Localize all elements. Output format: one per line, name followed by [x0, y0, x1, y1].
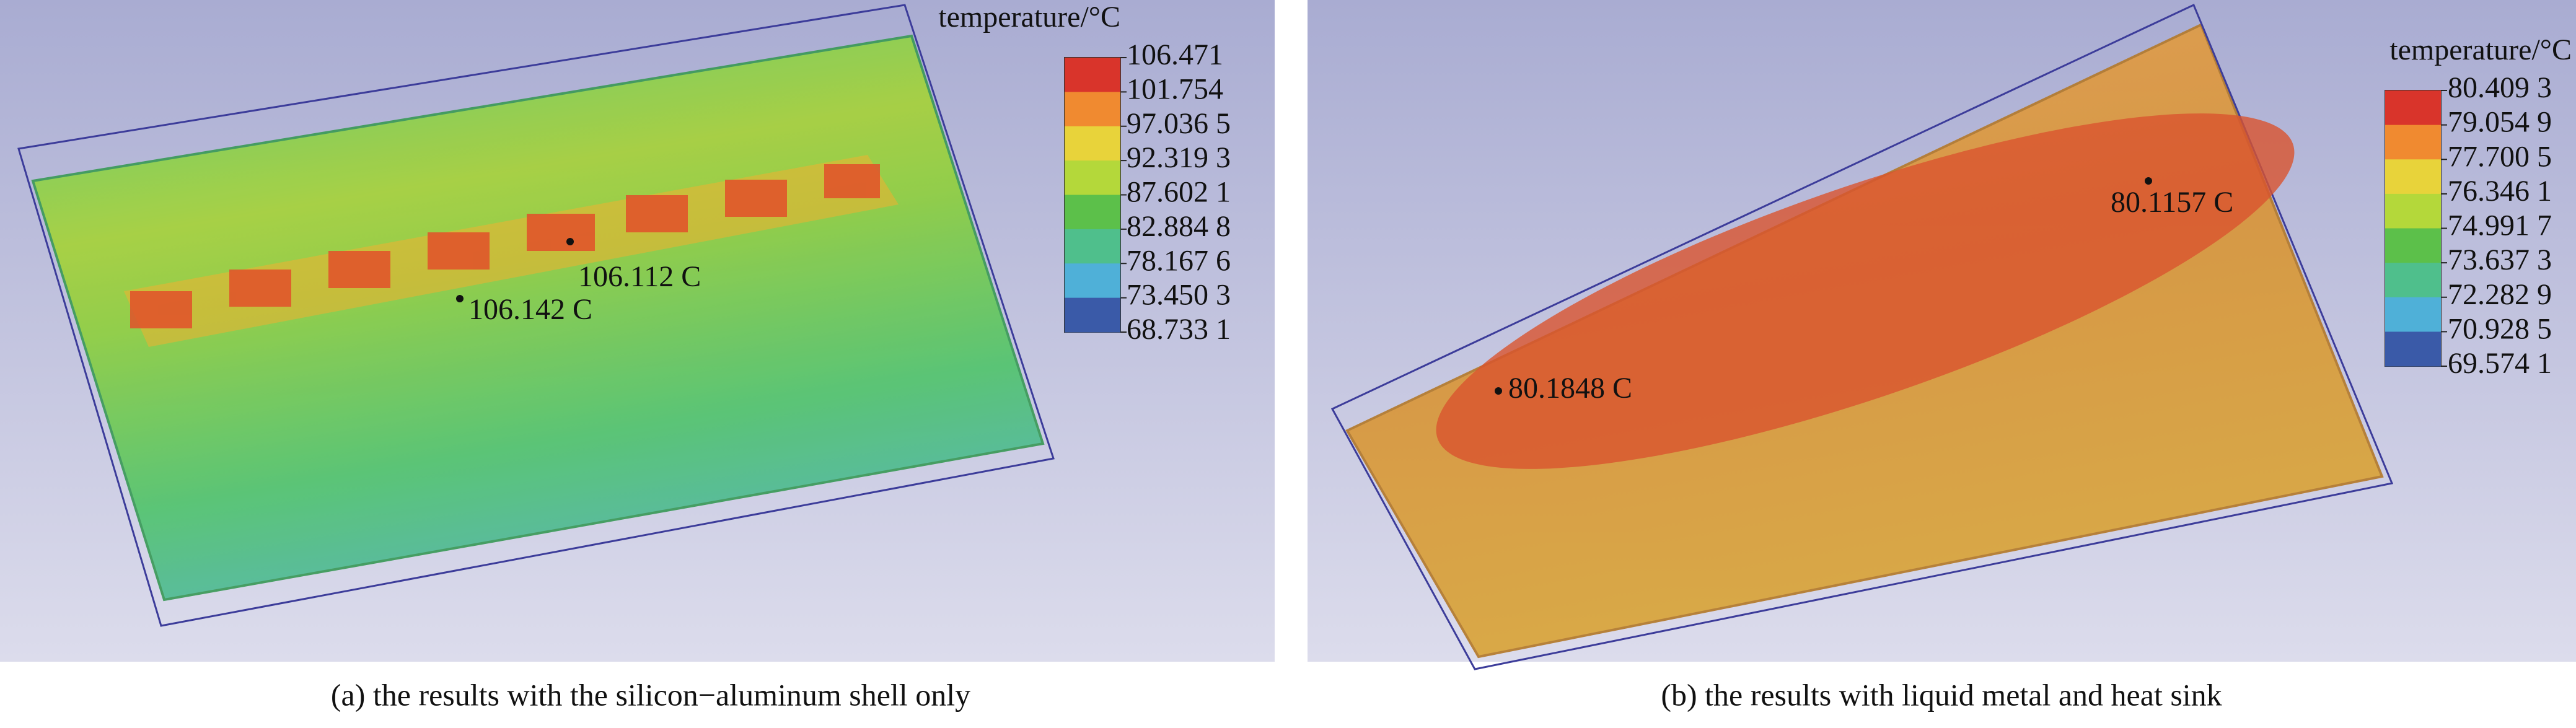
colorbar-band	[2385, 159, 2441, 195]
colorbar-band	[1065, 229, 1120, 264]
colorbar-band	[2385, 331, 2441, 367]
legend-label: 73.637 3	[2448, 243, 2552, 276]
legend-title: temperature/°C	[938, 1, 1120, 33]
legend-label: 78.167 6	[1127, 244, 1231, 277]
bounding-box	[17, 4, 1055, 627]
colorbar-band	[2385, 125, 2441, 160]
legend-label: 68.733 1	[1127, 313, 1231, 346]
probe-label: 80.1157 C	[2111, 186, 2233, 219]
legend-label: 74.991 7	[2448, 209, 2552, 242]
legend-label: 82.884 8	[1127, 210, 1231, 243]
colorbar-band	[1065, 297, 1120, 333]
probe-label: 106.142 C	[468, 293, 592, 326]
colorbar-band	[1065, 195, 1120, 230]
hot-band	[124, 155, 899, 347]
legend-label: 106.471	[1127, 38, 1223, 71]
hot-spots	[130, 164, 880, 328]
legend-label: 76.346 1	[2448, 175, 2552, 208]
legend-label: 70.928 5	[2448, 312, 2552, 345]
panel-a	[0, 0, 1275, 662]
legend-label: 87.602 1	[1127, 176, 1231, 209]
legend-label: 80.409 3	[2448, 71, 2552, 104]
colorbar-band	[2385, 263, 2441, 298]
colorbar-band	[2385, 90, 2441, 126]
probe-point	[456, 295, 464, 302]
colorbar-band	[1065, 160, 1120, 195]
probe-point	[566, 238, 574, 245]
colorbar-band	[1065, 92, 1120, 127]
caption: (b) the results with liquid metal and he…	[1661, 677, 2222, 712]
probe-label: 106.112 C	[578, 260, 701, 293]
colorbar-band	[2385, 297, 2441, 332]
hot-region	[1436, 113, 2295, 469]
colorbar-band	[2385, 193, 2441, 229]
probe-label: 80.1848 C	[1508, 372, 1632, 405]
panel-b	[1308, 0, 2576, 670]
legend-label: 73.450 3	[1127, 279, 1231, 312]
bounding-box	[1330, 3, 2394, 670]
legend-label: 97.036 5	[1127, 107, 1231, 140]
legend-label: 92.319 3	[1127, 141, 1231, 174]
legend-label: 72.282 9	[2448, 278, 2552, 311]
legend-title: temperature/°C	[2389, 33, 2572, 66]
legend-label: 101.754	[1127, 72, 1223, 105]
probe-point	[2145, 177, 2152, 185]
caption: (a) the results with the silicon−aluminu…	[331, 677, 970, 712]
probe-point	[1495, 387, 1502, 395]
colorbar-band	[1065, 263, 1120, 299]
colorbar-band	[1065, 126, 1120, 161]
legend-label: 69.574 1	[2448, 347, 2552, 380]
legend-label: 77.700 5	[2448, 140, 2552, 173]
legend-label: 79.054 9	[2448, 106, 2552, 139]
colorbar-band	[2385, 228, 2441, 263]
colorbar-band	[1065, 58, 1120, 92]
